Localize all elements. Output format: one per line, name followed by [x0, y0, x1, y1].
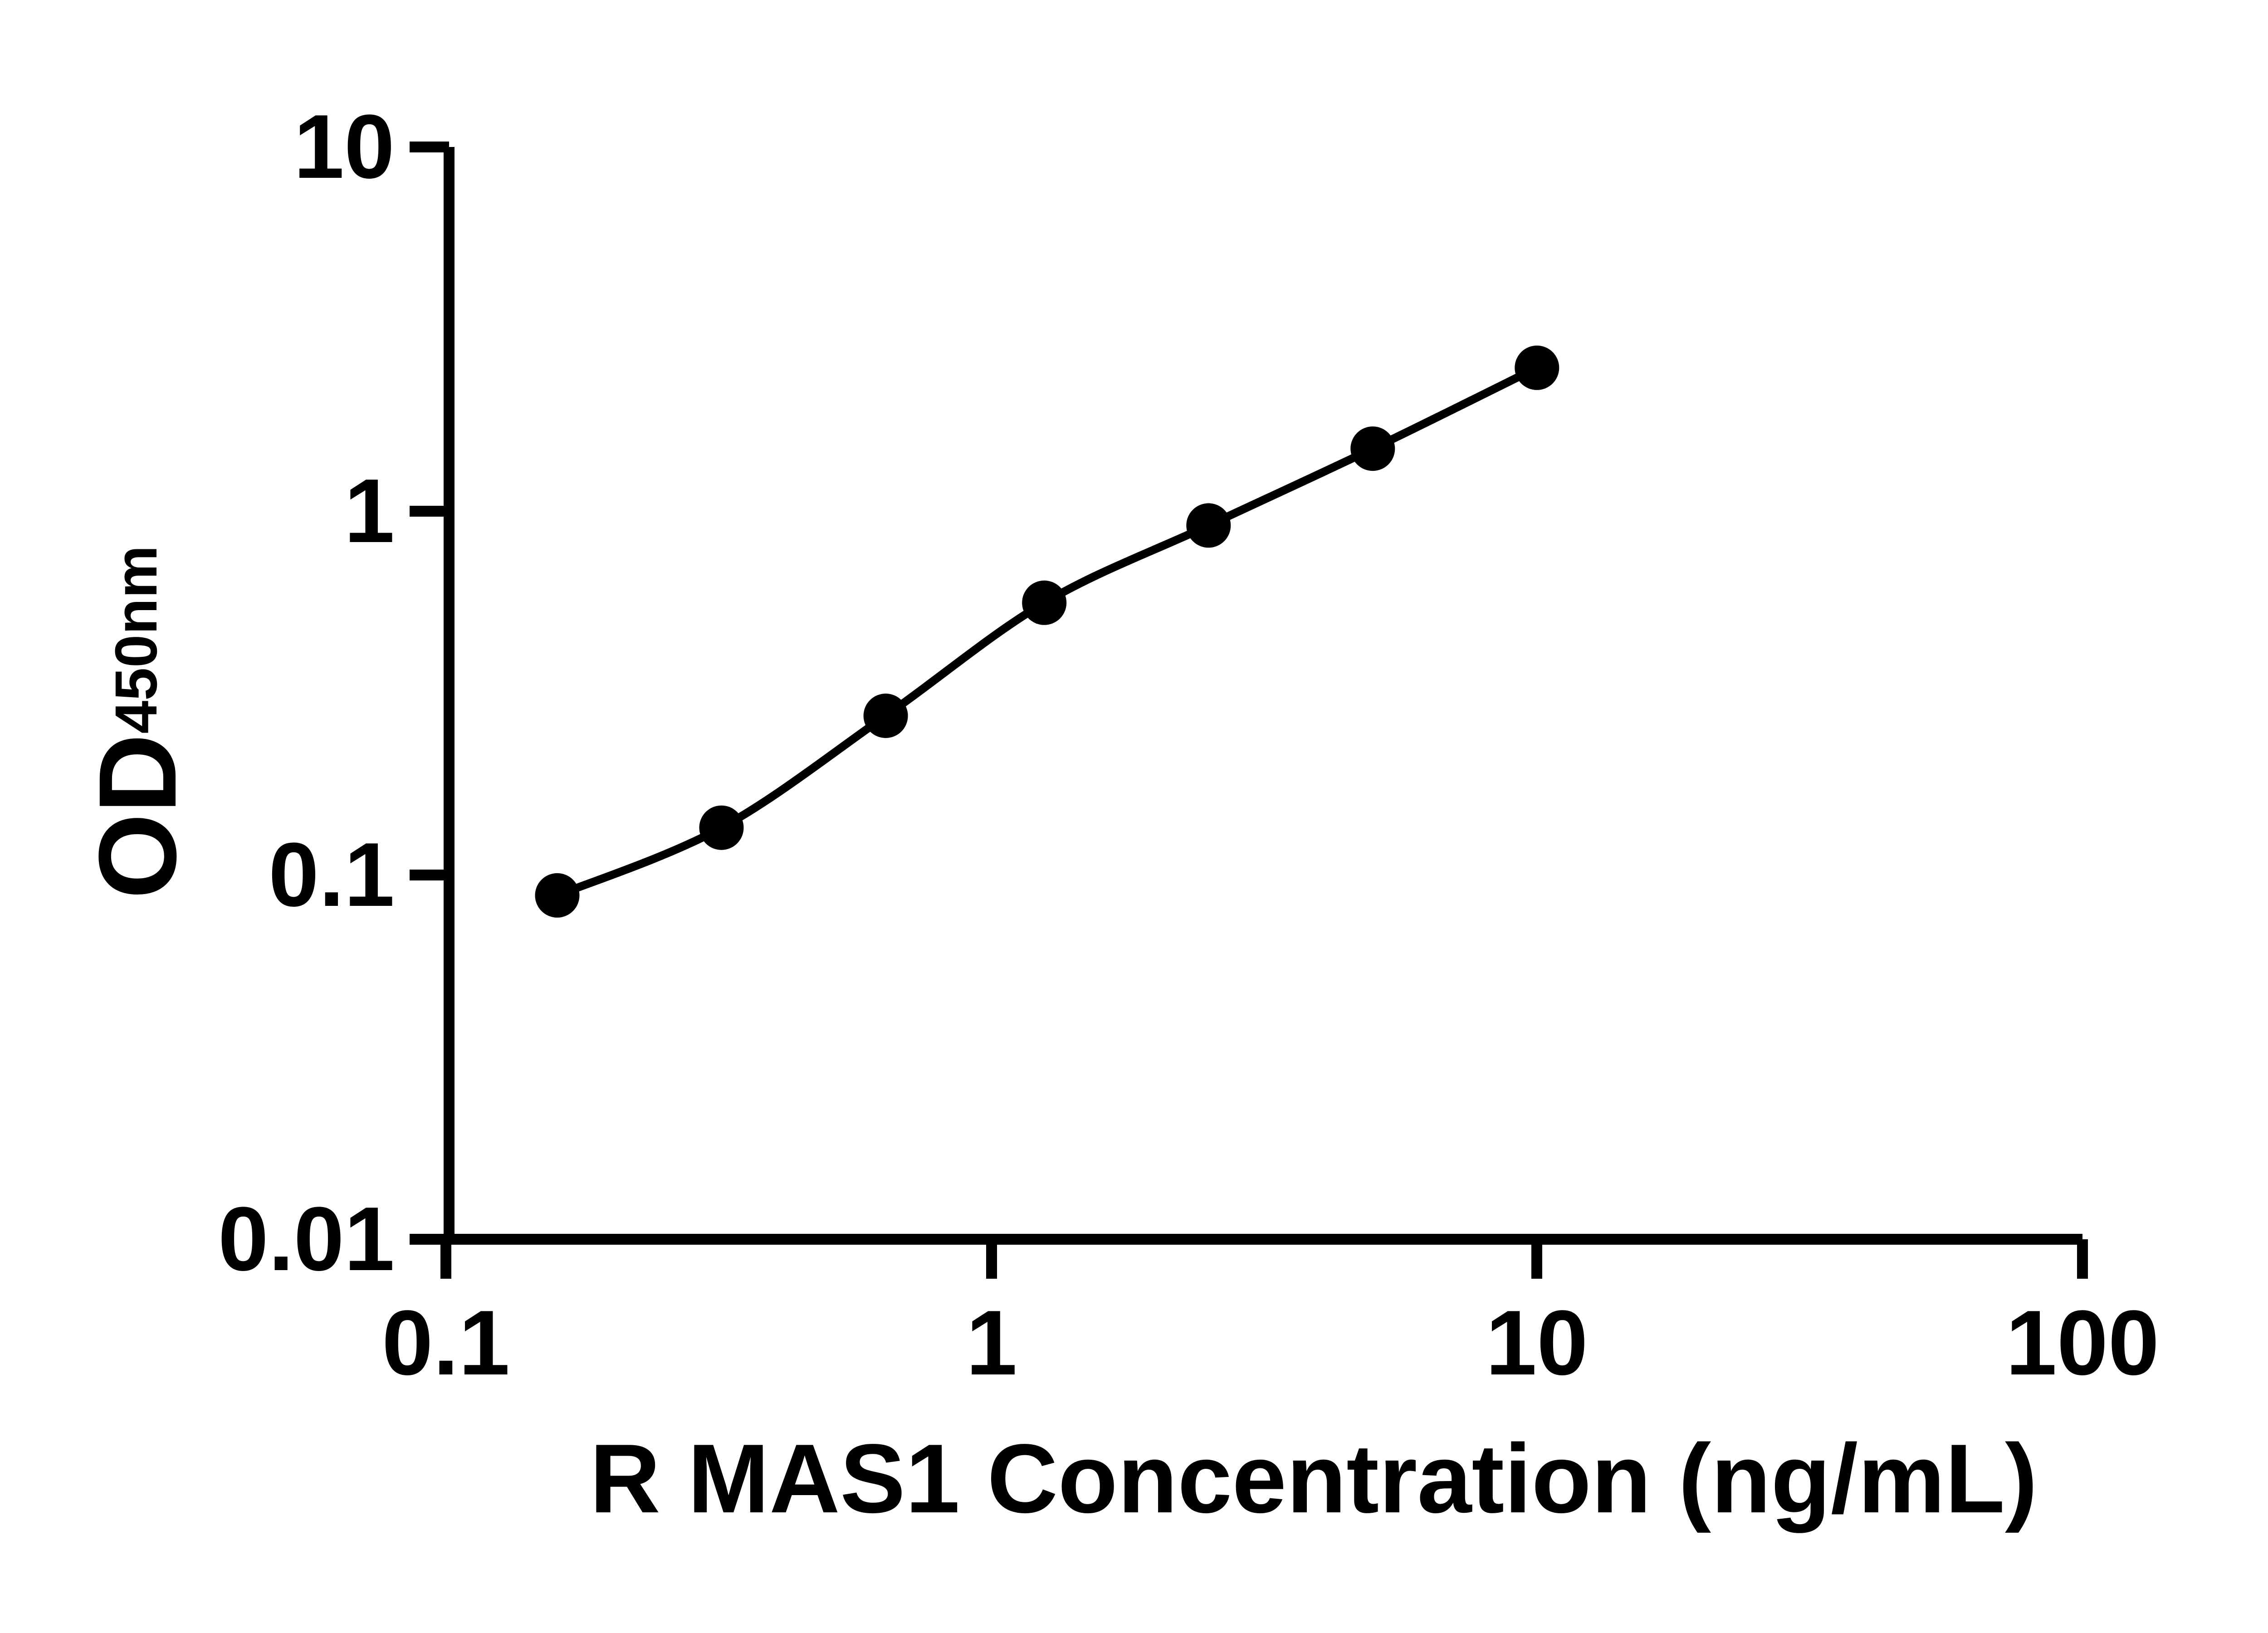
svg-text:0.01: 0.01 [218, 1188, 395, 1290]
svg-text:100: 100 [2006, 1291, 2160, 1394]
svg-text:0.1: 0.1 [382, 1291, 510, 1394]
svg-text:1: 1 [966, 1291, 1017, 1394]
svg-text:1: 1 [344, 460, 395, 562]
svg-text:10: 10 [294, 96, 395, 197]
svg-text:10: 10 [1486, 1291, 1588, 1394]
svg-text:R MAS1 Concentration (ng/mL): R MAS1 Concentration (ng/mL) [590, 1423, 2038, 1533]
svg-text:0.1: 0.1 [269, 824, 395, 925]
